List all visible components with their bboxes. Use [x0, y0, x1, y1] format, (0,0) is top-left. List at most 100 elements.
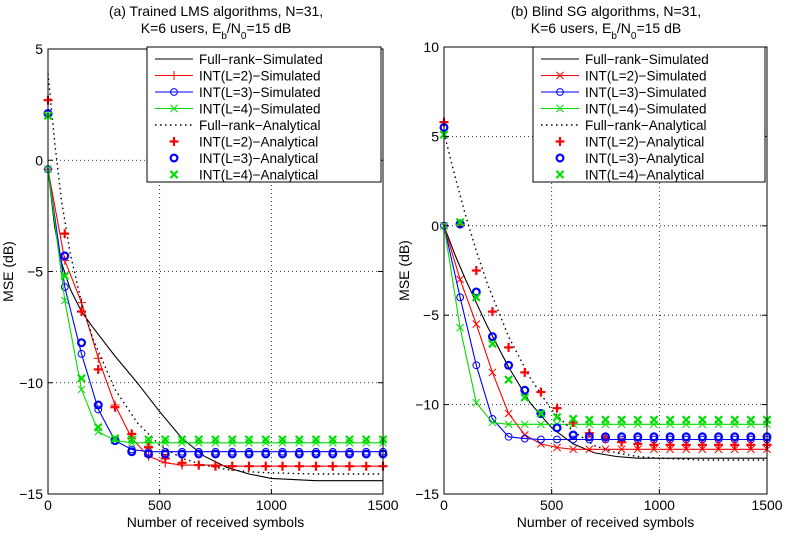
point-1-3-1	[456, 323, 465, 332]
point-1-6-1	[455, 219, 465, 229]
point-0-7-5	[127, 435, 137, 444]
point-0-7-2	[77, 373, 86, 383]
legend-label-0-6: INT(L=3)−Analytical	[199, 151, 318, 166]
ytick-label-1-5: 10	[423, 39, 439, 55]
chart-title-part-1-4: =15 dB	[636, 20, 681, 36]
chart-title-part-0-3: 0	[241, 31, 247, 42]
point-0-5-5	[127, 429, 137, 439]
point-1-7-9-b	[584, 415, 594, 425]
point-0-7-11	[227, 435, 237, 444]
point-1-3-1-b	[456, 323, 465, 332]
point-0-7-18	[345, 435, 354, 444]
point-0-7-1	[60, 271, 70, 281]
point-1-7-3-b	[488, 339, 497, 349]
point-0-7-12-b	[244, 435, 254, 444]
point-0-6-15	[294, 449, 304, 459]
point-1-2-5	[520, 434, 529, 443]
legend-label-0-7: INT(L=4)−Analytical	[199, 168, 318, 183]
point-0-5-11	[227, 461, 237, 471]
point-1-7-8-b	[568, 414, 578, 424]
legend-0: Full−rank−SimulatedINT(L=2)−SimulatedINT…	[146, 46, 382, 183]
point-0-2-3	[94, 405, 103, 414]
xtick-label-0-0: 0	[44, 497, 52, 513]
legend-marker-0-3-b	[170, 104, 178, 113]
point-1-6-15	[681, 432, 691, 442]
series-line-0-4	[47, 73, 383, 475]
point-0-5-2	[77, 307, 86, 317]
point-0-7-8-b	[177, 435, 187, 444]
point-1-7-11-b	[617, 415, 627, 425]
point-0-6-1	[60, 251, 70, 261]
chart-title-part-1-2: /N	[617, 20, 631, 36]
legend-label-0-4: Full−rank−Analytical	[199, 118, 321, 133]
chart-title-part-1-1: b	[611, 31, 617, 42]
point-0-7-17	[328, 435, 338, 444]
legend-label-1-3: INT(L=4)−Simulated	[585, 102, 707, 117]
point-1-1-12	[633, 445, 642, 454]
point-0-5-4	[110, 402, 120, 412]
point-1-1-8	[569, 445, 578, 454]
legend-marker-1-5	[555, 137, 565, 146]
legend-marker-1-2	[556, 88, 564, 96]
point-1-1-10-b	[601, 445, 610, 454]
point-0-7-6-b	[144, 435, 153, 444]
point-1-5-2	[471, 266, 481, 275]
point-1-7-16-b	[698, 415, 707, 425]
point-1-7-4-b	[504, 375, 513, 384]
point-0-6-9	[194, 449, 204, 459]
point-0-2-2	[77, 349, 86, 358]
point-1-1-12-b	[633, 445, 642, 454]
point-0-6-14	[278, 449, 288, 459]
point-0-7-19-b	[361, 435, 371, 444]
legend-marker-0-7-b	[169, 170, 179, 179]
point-1-3-6-b	[536, 420, 545, 429]
chart-title-line1-0: (a) Trained LMS algorithms, N=31,	[109, 3, 323, 19]
legend-marker-1-7-b	[555, 170, 565, 179]
point-0-7-9-b	[194, 435, 204, 444]
xtick-label-1-1: 500	[540, 497, 564, 513]
x-axis-label-0: Number of received symbols	[127, 514, 304, 530]
point-1-7-6	[536, 409, 546, 418]
point-1-1-9	[585, 445, 594, 454]
legend-marker-0-5	[169, 137, 179, 146]
point-0-7-7	[160, 435, 170, 444]
xtick-label-1-2: 1000	[644, 497, 675, 513]
point-0-6-7	[160, 449, 170, 459]
legend-box-0	[146, 46, 382, 183]
point-1-2-6	[537, 435, 545, 444]
chart-panel-0: (a) Trained LMS algorithms, N=31,K=6 use…	[0, 3, 399, 530]
series-0-2	[44, 165, 387, 456]
legend-1: Full−rank−SimulatedINT(L=2)−SimulatedINT…	[532, 46, 766, 183]
point-0-7-1-b	[60, 271, 70, 281]
point-1-7-9	[584, 415, 594, 425]
chart-title-part-1-3: 0	[631, 31, 637, 42]
point-1-2-4	[504, 432, 513, 441]
point-1-1-1-b	[456, 275, 465, 284]
legend-marker-1-3	[556, 104, 564, 113]
point-0-7-16-b	[311, 435, 321, 444]
series-line-0-0	[47, 169, 383, 482]
series-1-3	[440, 221, 771, 429]
point-1-3-3	[488, 418, 497, 427]
point-0-7-18-b	[345, 435, 354, 444]
legend-label-1-2: INT(L=3)−Simulated	[585, 85, 707, 100]
point-1-1-11	[617, 445, 626, 454]
xtick-label-1-0: 0	[440, 497, 448, 513]
point-0-5-15	[294, 461, 304, 471]
legend-box-1	[532, 46, 766, 183]
point-1-6-16	[697, 432, 707, 442]
point-0-7-13-b	[261, 435, 271, 444]
point-1-7-1-b	[455, 217, 465, 227]
point-1-7-16	[698, 415, 707, 425]
point-0-5-14	[278, 461, 287, 471]
legend-marker-0-6	[169, 153, 179, 163]
point-1-5-17	[714, 440, 724, 450]
point-0-7-19	[361, 435, 371, 444]
point-1-5-3	[487, 307, 497, 317]
point-1-3-2-b	[472, 398, 481, 407]
point-1-7-7	[552, 412, 562, 422]
series-0-5	[43, 95, 388, 471]
point-1-5-6	[536, 387, 546, 397]
point-0-6-3	[93, 400, 103, 410]
chart-panel-1: (b) Blind SG algorithms, N=31,K=6 users,…	[396, 3, 783, 530]
